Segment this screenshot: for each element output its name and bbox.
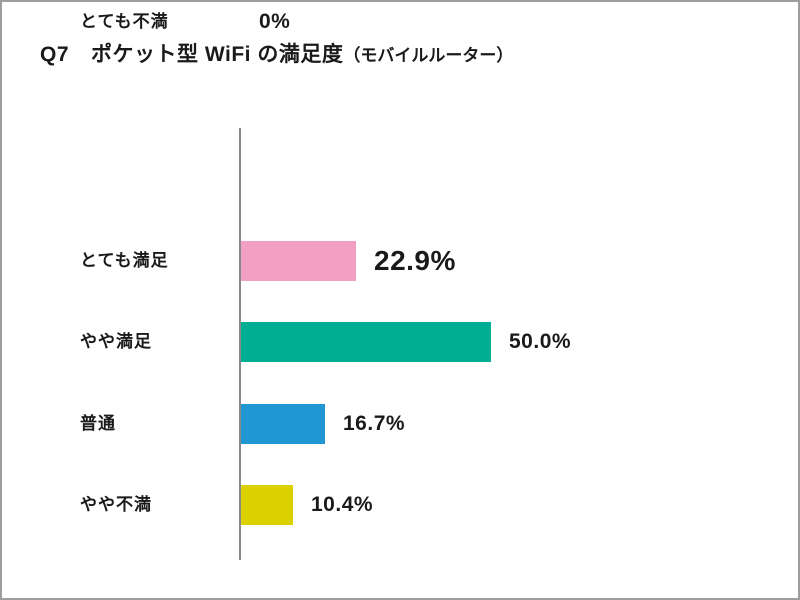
- value-label: 50.0%: [509, 330, 572, 353]
- chart-row: とても不満 0%: [2, 2, 798, 42]
- category-label: とても不満: [80, 12, 169, 31]
- y-axis-line: [239, 128, 241, 560]
- category-label: やや満足: [80, 332, 152, 351]
- bar: [241, 322, 491, 362]
- question-number: Q7: [40, 43, 70, 66]
- chart-row: やや満足 50.0%: [2, 322, 798, 362]
- chart-title-sub: （モバイルルーター）: [343, 46, 514, 65]
- value-label: 0%: [259, 10, 291, 33]
- value-label: 16.7%: [343, 412, 406, 435]
- chart-title: Q7 ポケット型 WiFi の満足度（モバイルルーター）: [40, 38, 513, 68]
- chart-row: とても満足 22.9%: [2, 241, 798, 281]
- bar: [241, 404, 325, 444]
- category-label: とても満足: [80, 251, 169, 270]
- value-label: 22.9%: [374, 245, 456, 276]
- chart-row: やや不満 10.4%: [2, 485, 798, 525]
- value-label: 10.4%: [311, 493, 374, 516]
- category-label: やや不満: [80, 495, 152, 514]
- chart-row: 普通 16.7%: [2, 404, 798, 444]
- bar: [241, 241, 356, 281]
- category-label: 普通: [80, 414, 116, 433]
- chart-title-main: ポケット型 WiFi の満足度: [91, 43, 344, 66]
- bar: [241, 485, 293, 525]
